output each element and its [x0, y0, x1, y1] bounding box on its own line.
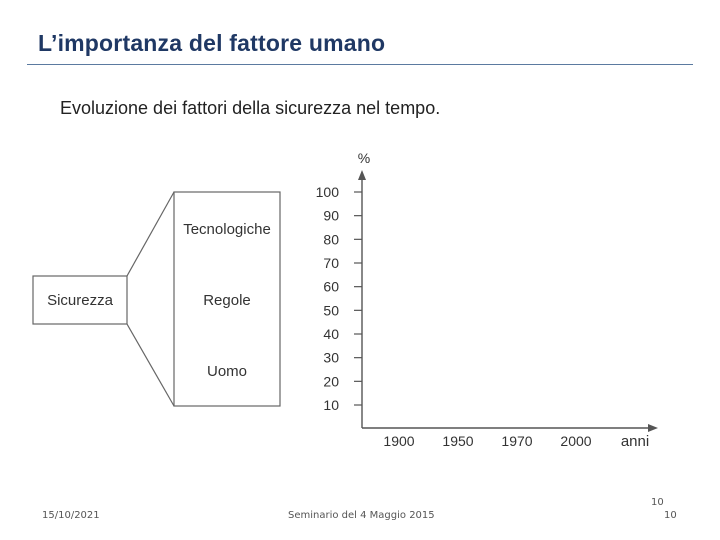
x-tick-label: 2000	[560, 433, 591, 449]
factor-regole: Regole	[203, 292, 251, 309]
x-axis-label: anni	[621, 433, 649, 450]
chart-area: % anni 10 20 30 40 50 60 70 80 90 100 1900 1950 1970…	[316, 150, 658, 450]
factor-uomo: Uomo	[207, 363, 247, 380]
y-tick-label: 80	[323, 231, 339, 247]
y-tick-label: 10	[323, 397, 339, 413]
footer-event: Seminario del 4 Maggio 2015	[288, 510, 435, 521]
title-divider	[27, 64, 693, 65]
y-tick-label: 60	[323, 279, 339, 295]
sicurezza-box	[32, 275, 128, 325]
x-tick-label: 1900	[383, 433, 414, 449]
y-tick-label: 90	[323, 208, 339, 224]
slide-title: L’importanza del fattore umano	[38, 30, 386, 56]
sicurezza-label: Sicurezza	[47, 292, 114, 309]
x-tick-label: 1950	[442, 433, 473, 449]
connector-top	[126, 191, 175, 277]
footer-page-number: 10	[664, 510, 677, 521]
x-tick-label: 1970	[501, 433, 532, 449]
y-tick-label: 100	[316, 184, 340, 200]
factor-tecnologiche: Tecnologiche	[183, 221, 271, 238]
footer-page-number-top: 10	[651, 497, 664, 508]
connector-bottom	[126, 323, 175, 407]
x-axis-arrow	[648, 424, 658, 432]
footer-date: 15/10/2021	[42, 510, 100, 521]
y-tick-label: 40	[323, 326, 339, 342]
y-axis-arrow	[358, 170, 366, 180]
y-tick-label: 50	[323, 302, 339, 318]
factors-box	[173, 191, 281, 407]
y-axis-label: %	[358, 150, 370, 166]
y-tick-label: 30	[323, 350, 339, 366]
slide-subtitle: Evoluzione dei fattori della sicurezza n…	[60, 98, 441, 118]
y-tick-label: 70	[323, 255, 339, 271]
y-tick-label: 20	[323, 373, 339, 389]
